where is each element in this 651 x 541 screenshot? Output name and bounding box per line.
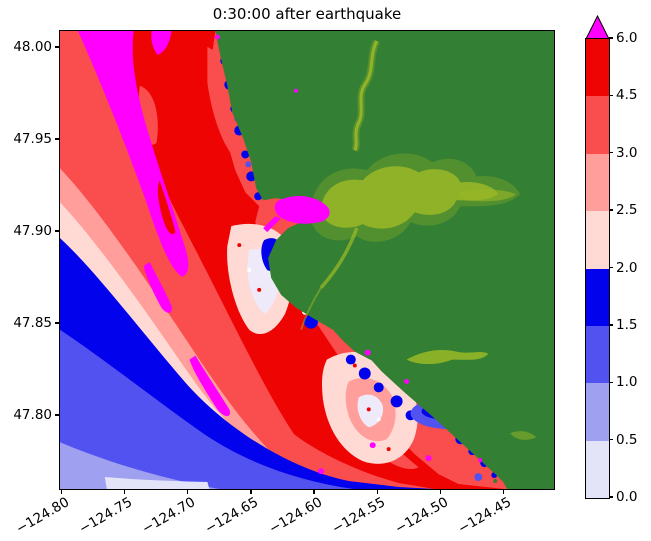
colorbar-segment bbox=[586, 153, 609, 212]
colorbar-tick bbox=[609, 381, 613, 383]
river-stream bbox=[353, 40, 379, 152]
colorbar-segment bbox=[586, 96, 609, 154]
colorbar-triangle bbox=[585, 14, 610, 39]
overflow-magenta-regions bbox=[77, 31, 483, 475]
colorbar-tick-label: 3.0 bbox=[616, 144, 638, 161]
coastal-specks bbox=[237, 243, 391, 452]
contour-band-4.5-6.0 bbox=[77, 31, 505, 489]
colorbar-segment bbox=[586, 39, 609, 97]
terrain-streams bbox=[300, 39, 537, 440]
colorbar-tick bbox=[609, 324, 613, 326]
x-tick-label: −124.45 bbox=[455, 494, 514, 538]
y-tick-label: 47.80 bbox=[13, 407, 52, 424]
x-tick bbox=[376, 490, 378, 494]
y-tick-label: 47.90 bbox=[13, 223, 52, 239]
colorbar-tick bbox=[609, 37, 613, 39]
colorbar-tick bbox=[609, 152, 613, 154]
coastal-pocket-lavender bbox=[357, 394, 384, 428]
colorbar-tick-label: 1.5 bbox=[616, 316, 638, 333]
map-plot bbox=[59, 30, 555, 490]
contour-band-0.5-1.0 bbox=[60, 442, 220, 489]
contour-band-0.0-0.5 bbox=[104, 477, 210, 489]
x-tick bbox=[60, 490, 63, 494]
colorbar-tick-label: 1.0 bbox=[616, 374, 638, 391]
x-tick bbox=[123, 490, 126, 494]
y-tick bbox=[55, 414, 59, 416]
colorbar-tick-label: 4.5 bbox=[616, 87, 638, 104]
colorbar-tick-label: 0.0 bbox=[616, 489, 638, 505]
y-tick bbox=[55, 138, 59, 140]
y-tick bbox=[55, 230, 59, 232]
plot-title: 0:30:00 after earthquake bbox=[212, 5, 402, 23]
magenta-band bbox=[77, 31, 189, 277]
map-svg bbox=[60, 31, 554, 489]
basin-tendril bbox=[458, 189, 517, 202]
colorbar-segment bbox=[586, 325, 609, 384]
x-tick bbox=[250, 490, 252, 494]
colorbar bbox=[585, 38, 610, 499]
colorbar-tick-label: 6.0 bbox=[616, 30, 638, 46]
colorbar-tick bbox=[609, 496, 613, 498]
islets bbox=[233, 50, 498, 484]
land-region bbox=[215, 31, 554, 489]
colorbar-segment bbox=[586, 383, 609, 441]
colorbar-tick bbox=[609, 266, 613, 269]
y-tick-label: 48.00 bbox=[13, 38, 52, 55]
colorbar-tick-label: 2.5 bbox=[616, 202, 638, 219]
lake-basin bbox=[320, 166, 499, 229]
colorbar-tick bbox=[609, 438, 613, 441]
colorbar-segment bbox=[586, 211, 609, 269]
x-tick bbox=[502, 490, 505, 494]
colorbar-segment bbox=[586, 268, 609, 326]
y-tick-label: 47.95 bbox=[13, 130, 52, 147]
x-tick bbox=[313, 490, 315, 494]
x-tick bbox=[187, 490, 189, 494]
bay-magenta bbox=[274, 196, 330, 224]
y-tick bbox=[55, 322, 59, 324]
y-tick-label: 47.85 bbox=[13, 315, 52, 332]
colorbar-tick bbox=[609, 94, 613, 97]
colorbar-tick-label: 2.0 bbox=[616, 259, 638, 276]
y-tick bbox=[55, 46, 59, 48]
x-tick bbox=[439, 490, 442, 494]
colorbar-segment bbox=[586, 440, 609, 498]
inlet-stream bbox=[406, 350, 489, 365]
contour-band-1.0-1.5 bbox=[60, 329, 354, 489]
colorbar-tick-label: 0.5 bbox=[616, 431, 638, 448]
colorbar-tick bbox=[609, 209, 613, 211]
